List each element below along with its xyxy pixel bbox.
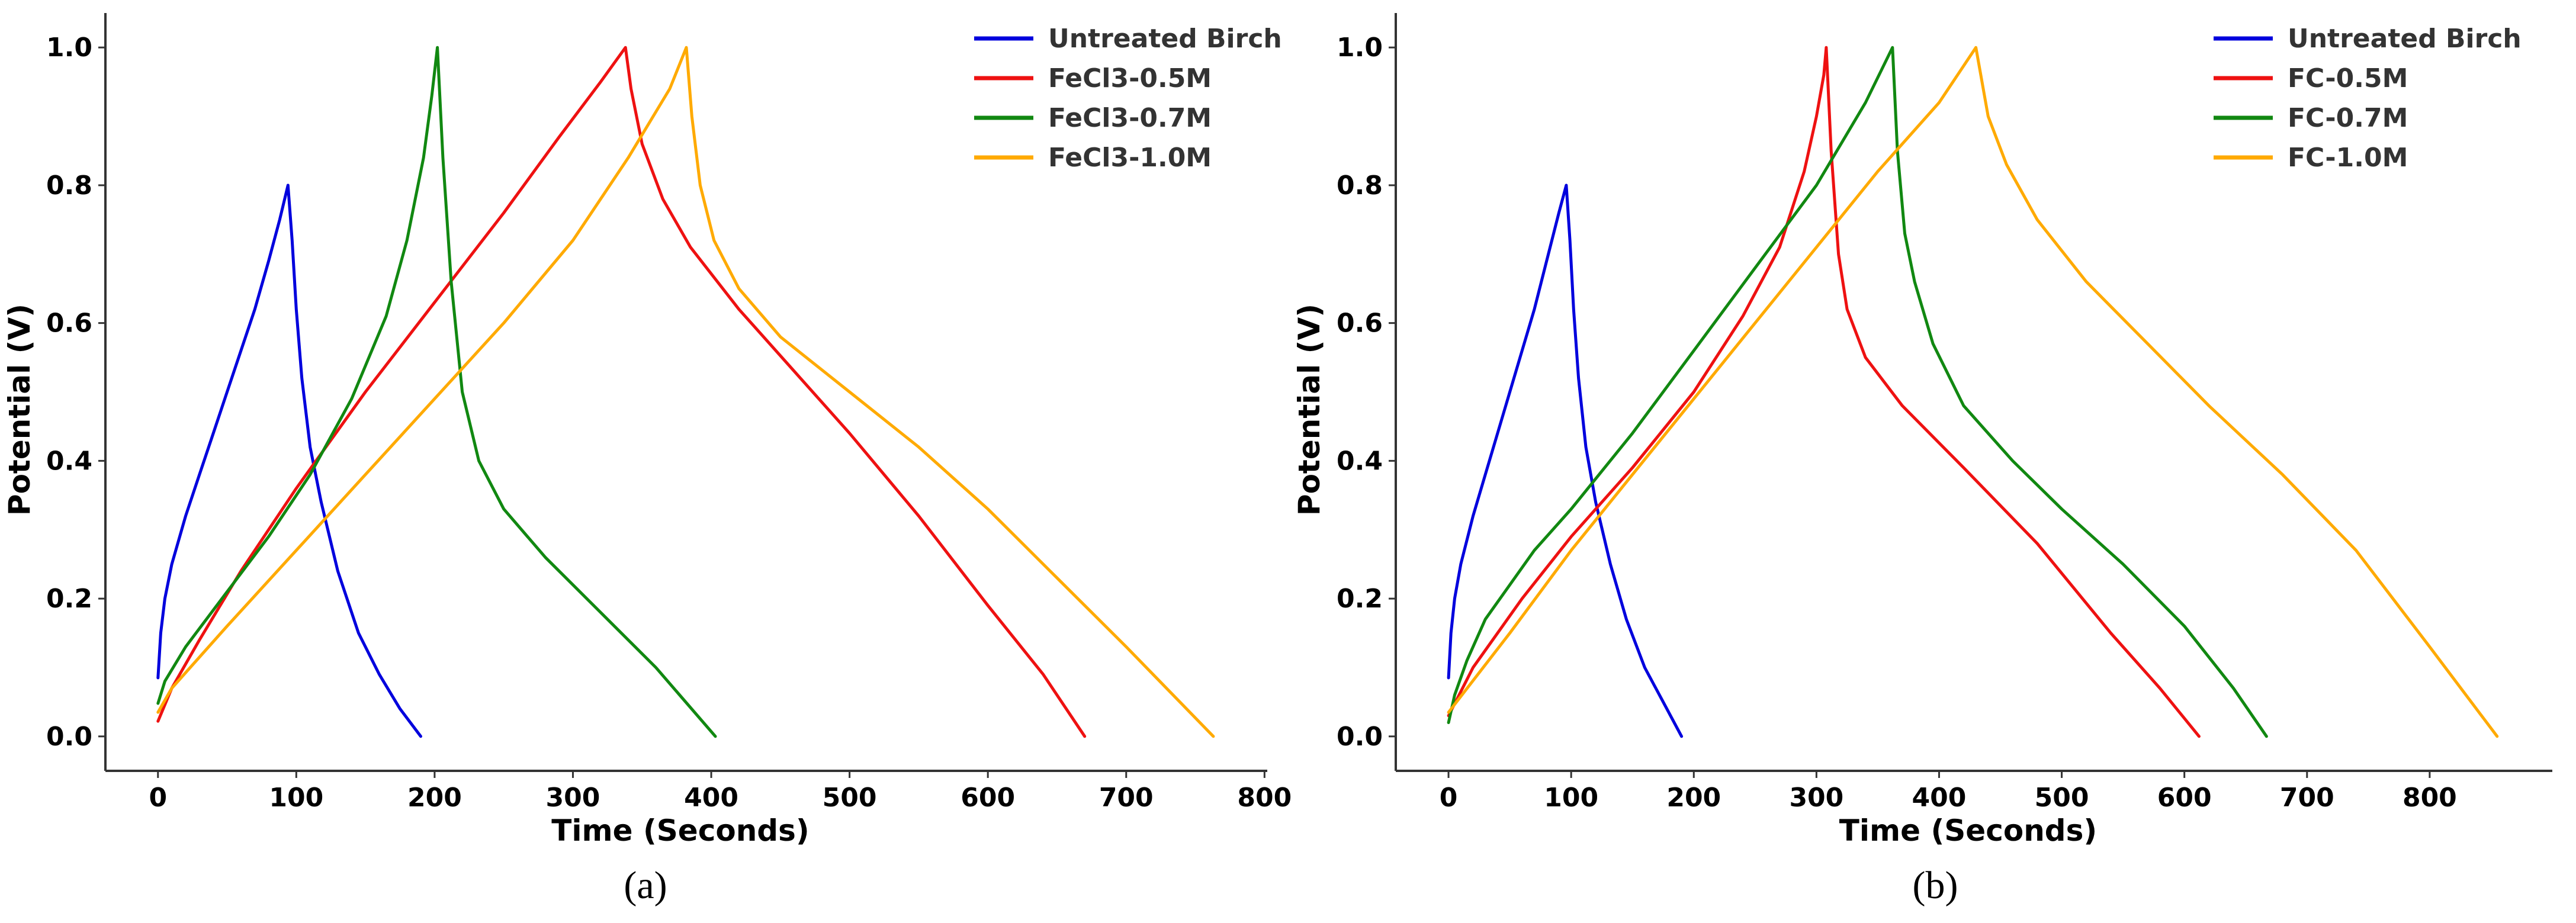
series-line-fecl3-0-5m (156, 46, 1087, 738)
x-tick-label: 700 (2280, 783, 2334, 813)
y-tick-label: 0.2 (46, 584, 92, 614)
series-line-untreated-birch (156, 184, 422, 738)
y-tick-label: 1.0 (1337, 33, 1383, 63)
y-tick-label: 0.6 (46, 308, 92, 339)
legend-entry: FC-0.7M (2288, 103, 2408, 133)
x-tick-label: 700 (1099, 783, 1154, 813)
x-tick-label: 400 (1912, 783, 1967, 813)
y-tick-label: 0.4 (1337, 446, 1383, 476)
x-tick-label: 100 (269, 783, 323, 813)
legend-entry: FeCl3-0.7M (1048, 103, 1212, 133)
legend-entry: FeCl3-1.0M (1048, 143, 1212, 173)
y-tick-label: 0.8 (46, 171, 92, 201)
x-tick-label: 600 (2157, 783, 2212, 813)
series-line-fc-0-7m (1447, 46, 2268, 738)
x-tick-label: 0 (1440, 783, 1458, 813)
x-tick-label: 200 (1666, 783, 1721, 813)
series-line-untreated-birch (1447, 184, 1684, 738)
legend-entry: Untreated Birch (1048, 24, 1282, 54)
series-line-fc-1-0m (1447, 46, 2499, 738)
panel-caption: (a) (624, 864, 667, 907)
x-tick-label: 800 (2402, 783, 2457, 813)
x-axis-label: Time (Seconds) (551, 813, 809, 848)
x-tick-label: 100 (1544, 783, 1598, 813)
legend-entry: FeCl3-0.5M (1048, 63, 1212, 94)
legend-entry: Untreated Birch (2288, 24, 2522, 54)
x-axis-label: Time (Seconds) (1839, 813, 2097, 848)
x-tick-label: 500 (823, 783, 877, 813)
x-tick-label: 200 (407, 783, 462, 813)
series-line-fecl3-0-7m (156, 46, 717, 738)
panel-a: 0 100 200 300 400 500 600 700 800 0.0 0.2 0.4 0.6 0.8… (2, 13, 1292, 907)
series-line-fc-0-5m (1447, 46, 2201, 738)
y-tick-label: 1.0 (46, 33, 92, 63)
y-tick-label: 0.0 (46, 722, 92, 752)
y-tick-label: 0.2 (1337, 584, 1383, 614)
x-tick-label: 0 (149, 783, 167, 813)
x-tick-label: 600 (961, 783, 1015, 813)
legend-entry: FC-1.0M (2288, 143, 2408, 173)
y-tick-label: 0.8 (1337, 171, 1383, 201)
series-line-fecl3-1-0m (156, 46, 1215, 738)
x-tick-label: 800 (1237, 783, 1292, 813)
x-tick-label: 400 (684, 783, 738, 813)
y-tick-label: 0.6 (1337, 308, 1383, 339)
y-axis-label: Potential (V) (1292, 304, 1326, 516)
y-tick-label: 0.0 (1337, 722, 1383, 752)
panel-caption: (b) (1913, 864, 1958, 907)
panel-b: 0 100 200 300 400 500 600 700 800 0.0 0.2 0.4 0.6 0.8… (1292, 13, 2552, 907)
x-tick-label: 300 (1789, 783, 1843, 813)
x-tick-label: 300 (546, 783, 600, 813)
y-tick-label: 0.4 (46, 446, 92, 476)
y-axis-label: Potential (V) (2, 304, 37, 516)
x-tick-label: 500 (2035, 783, 2089, 813)
legend-entry: FC-0.5M (2288, 63, 2408, 94)
